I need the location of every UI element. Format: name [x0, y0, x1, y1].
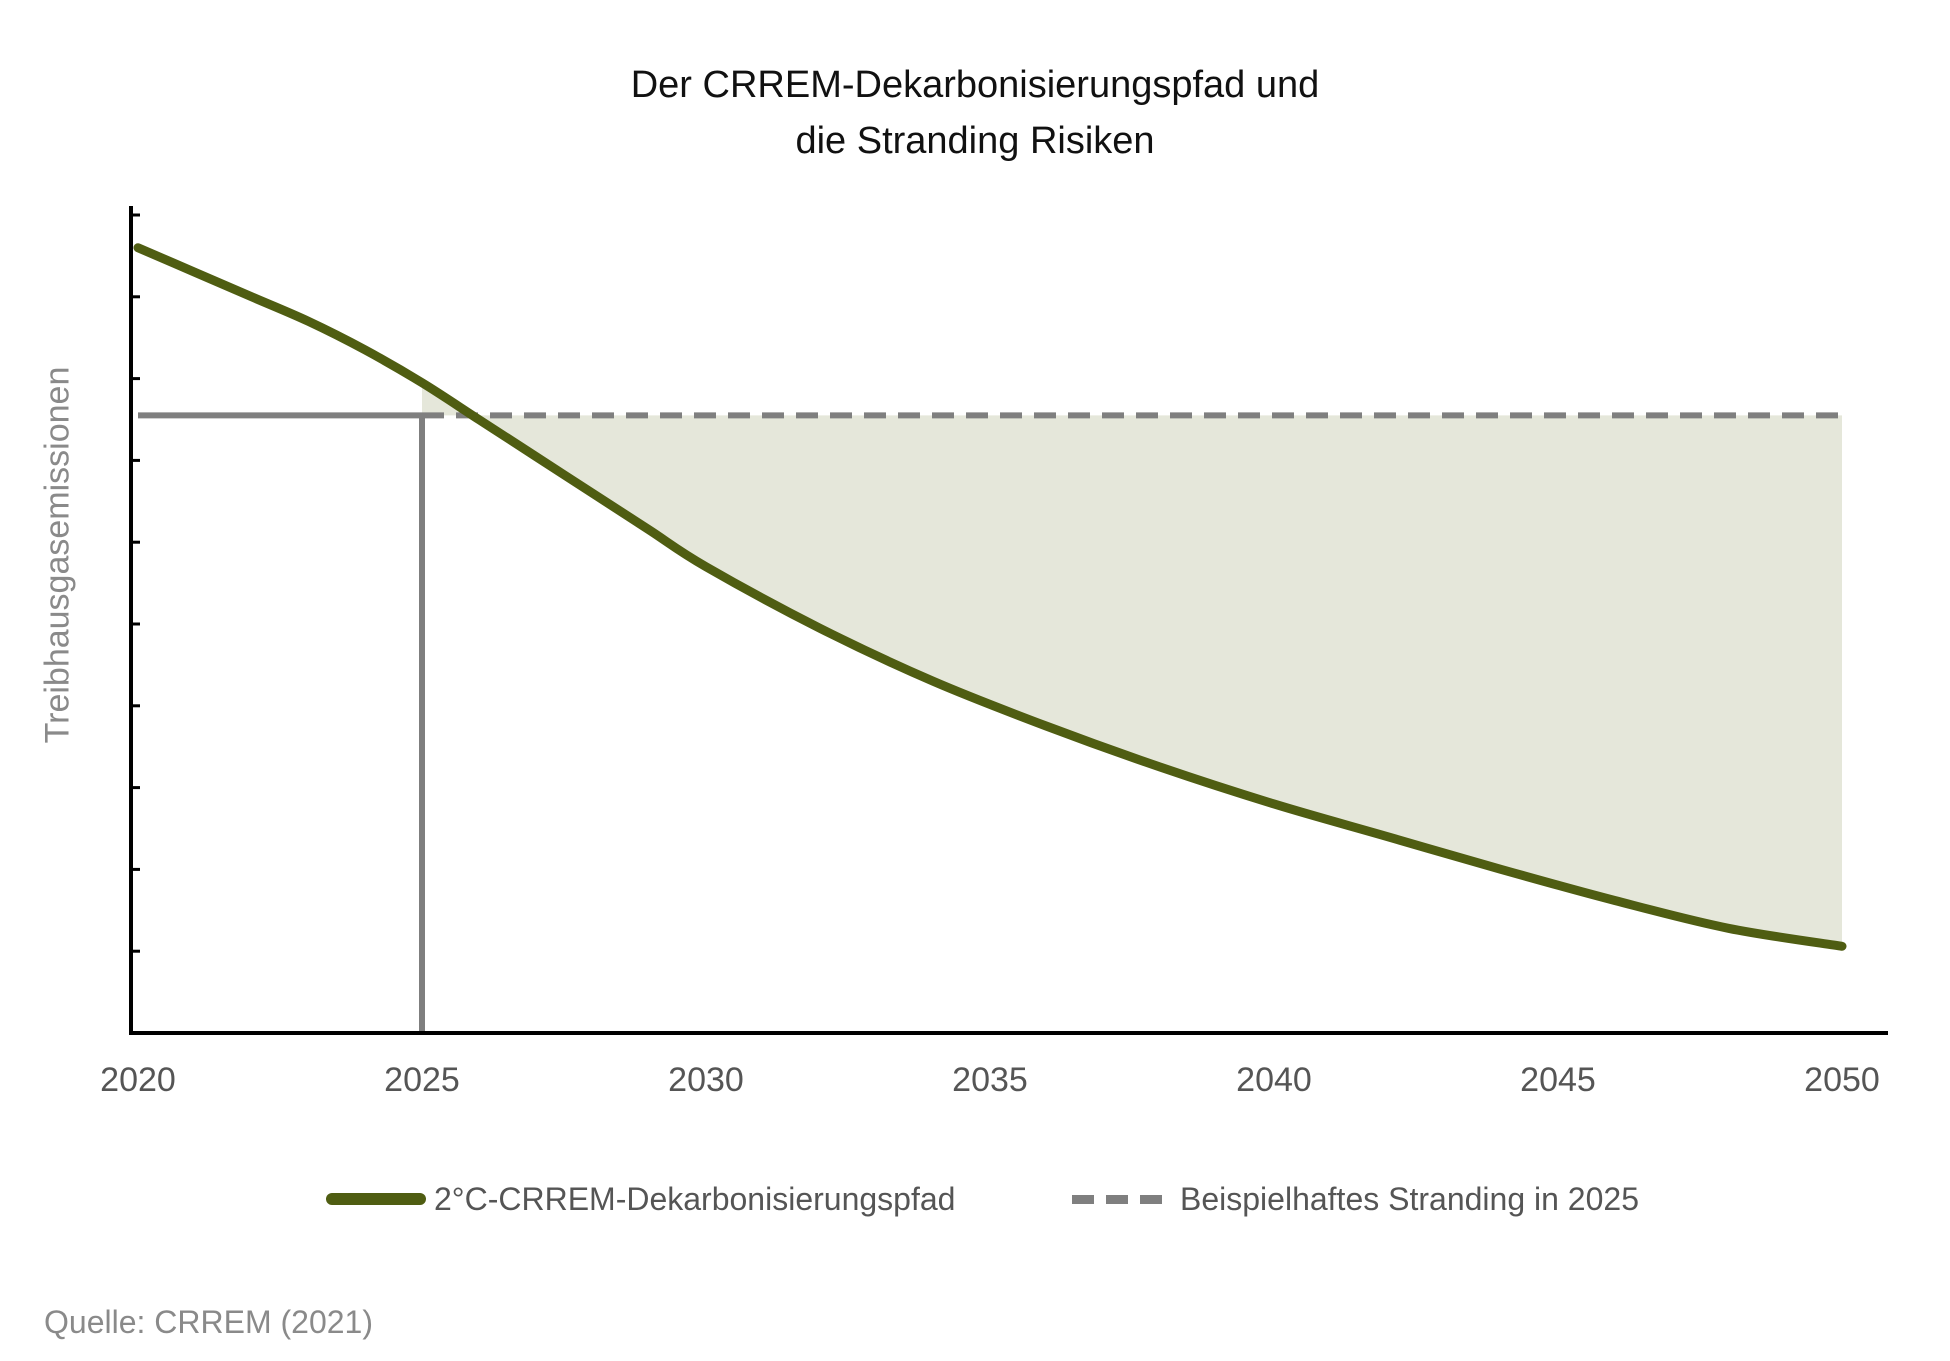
source-note: Quelle: CRREM (2021)	[44, 1304, 373, 1340]
x-tick-label-2040: 2040	[1236, 1061, 1312, 1099]
x-tick-label-2030: 2030	[668, 1061, 744, 1099]
legend-swatch-dashed	[1072, 1194, 1172, 1204]
x-tick-label-2025: 2025	[384, 1061, 460, 1099]
legend-label-path: 2°C-CRREM-Dekarbonisierungspfad	[434, 1180, 956, 1217]
legend-item-path: 2°C-CRREM-Dekarbonisierungspfad	[326, 1174, 955, 1224]
chart-title-line-2: die Stranding Risiken	[795, 120, 1155, 162]
chart-title-line-1: Der CRREM-Dekarbonisierungspfad und	[630, 64, 1320, 106]
legend-label-stranding: Beispielhaftes Stranding in 2025	[1180, 1180, 1639, 1217]
x-tick-label-2020: 2020	[100, 1061, 176, 1099]
x-tick-label-2045: 2045	[1520, 1061, 1596, 1099]
x-tick-label-2050: 2050	[1804, 1061, 1880, 1099]
series-line-path	[133, 243, 1847, 951]
legend-swatch-solid	[326, 1193, 426, 1205]
legend-item-stranding: Beispielhaftes Stranding in 2025	[1072, 1174, 1639, 1224]
stranding-risk-area	[422, 382, 1842, 947]
x-tick-label-2035: 2035	[952, 1061, 1028, 1099]
